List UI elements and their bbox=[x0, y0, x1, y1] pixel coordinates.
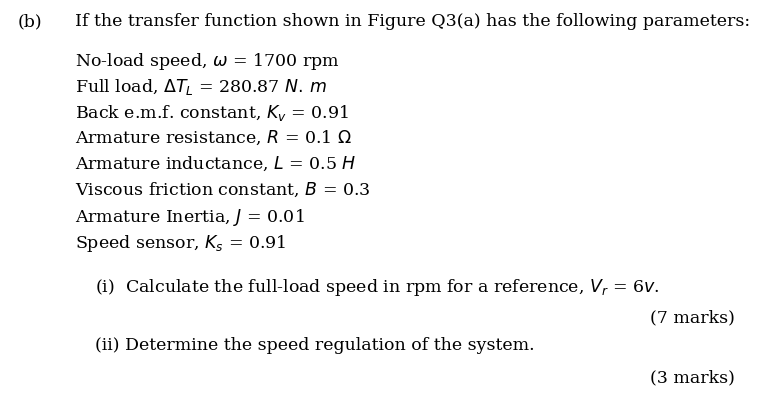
Text: Armature Inertia, $J$ = 0.01: Armature Inertia, $J$ = 0.01 bbox=[75, 207, 304, 228]
Text: (7 marks): (7 marks) bbox=[650, 309, 735, 326]
Text: If the transfer function shown in Figure Q3(a) has the following parameters:: If the transfer function shown in Figure… bbox=[75, 13, 750, 30]
Text: (i)  Calculate the full-load speed in rpm for a reference, $V_r$ = 6$v$.: (i) Calculate the full-load speed in rpm… bbox=[95, 277, 659, 298]
Text: Speed sensor, $K_s$ = 0.91: Speed sensor, $K_s$ = 0.91 bbox=[75, 233, 286, 254]
Text: (ii) Determine the speed regulation of the system.: (ii) Determine the speed regulation of t… bbox=[95, 337, 534, 354]
Text: Armature resistance, $R$ = 0.1 $\Omega$: Armature resistance, $R$ = 0.1 $\Omega$ bbox=[75, 129, 352, 147]
Text: Armature inductance, $L$ = 0.5 $H$: Armature inductance, $L$ = 0.5 $H$ bbox=[75, 155, 357, 173]
Text: Full load, $\Delta T_L$ = 280.87 $N.\,m$: Full load, $\Delta T_L$ = 280.87 $N.\,m$ bbox=[75, 77, 327, 97]
Text: No-load speed, $\omega$ = 1700 rpm: No-load speed, $\omega$ = 1700 rpm bbox=[75, 51, 340, 72]
Text: (3 marks): (3 marks) bbox=[650, 369, 735, 386]
Text: Viscous friction constant, $B$ = 0.3: Viscous friction constant, $B$ = 0.3 bbox=[75, 181, 370, 199]
Text: Back e.m.f. constant, $K_v$ = 0.91: Back e.m.f. constant, $K_v$ = 0.91 bbox=[75, 103, 349, 123]
Text: (b): (b) bbox=[18, 13, 42, 30]
